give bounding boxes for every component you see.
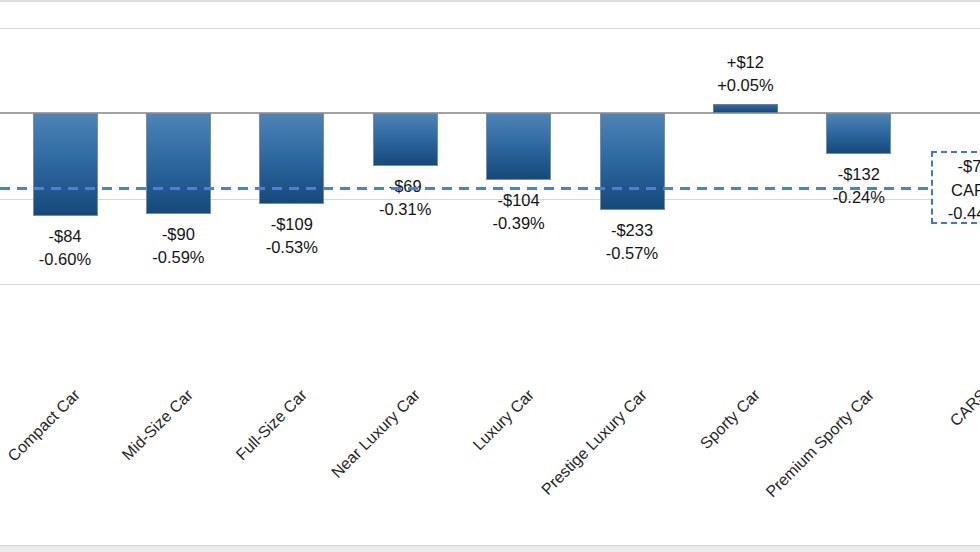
gridline--1pct [0, 284, 980, 285]
value-label: -$109-0.53% [227, 213, 357, 259]
dollar-change-label: -$84 [0, 225, 130, 248]
dollar-change-label: -$109 [227, 213, 357, 236]
category-label: CARS [947, 386, 980, 430]
percent-change-label: -0.39% [454, 212, 584, 235]
percent-change-label: +0.05% [680, 74, 810, 97]
percent-change-label: -0.60% [0, 248, 130, 271]
cars-name-label: CARS [933, 179, 980, 203]
category-label: Mid-Size Car [119, 386, 197, 464]
category-label: Luxury Car [469, 386, 537, 454]
cars-average-annotation-box: -$78 CARS -0.44% [931, 151, 980, 224]
category-label: Sporty Car [697, 386, 764, 453]
cars-percent-label: -0.44% [933, 202, 980, 226]
dollar-change-label: -$90 [113, 223, 243, 246]
dollar-change-label: -$132 [794, 163, 924, 186]
bar-sporty-car [713, 104, 778, 113]
percent-change-label: -0.31% [340, 198, 470, 221]
category-label: Premium Sporty Car [762, 386, 877, 501]
bar-prestige-luxury-car [600, 113, 665, 210]
price-change-bar-chart: Compact Car-$84-0.60%Mid-Size Car-$90-0.… [0, 0, 980, 552]
category-label: Near Luxury Car [328, 386, 424, 482]
percent-change-label: -0.53% [227, 236, 357, 259]
bar-full-size-car [259, 113, 324, 204]
bar-near-luxury-car [373, 113, 438, 166]
category-label: Prestige Luxury Car [538, 386, 651, 499]
value-label: +$12+0.05% [680, 51, 810, 97]
dollar-change-label: +$12 [680, 51, 810, 74]
category-label: Compact Car [4, 386, 83, 465]
value-label: -$84-0.60% [0, 225, 130, 271]
cars-dollar-label: -$78 [933, 155, 980, 179]
bar-premium-sporty-car [826, 113, 891, 154]
bar-compact-car [33, 113, 98, 216]
bar-mid-size-car [146, 113, 211, 214]
value-label: -$90-0.59% [113, 223, 243, 269]
value-label: -$104-0.39% [454, 189, 584, 235]
dollar-change-label: -$233 [567, 219, 697, 242]
dollar-change-label: -$104 [454, 189, 584, 212]
cars-average-dashed-line [0, 187, 932, 190]
value-label: -$233-0.57% [567, 219, 697, 265]
top-border-line [0, 0, 980, 2]
gridline-0.5pct [0, 28, 980, 29]
percent-change-label: -0.59% [113, 246, 243, 269]
category-label: Full-Size Car [232, 386, 310, 464]
bar-luxury-car [486, 113, 551, 180]
percent-change-label: -0.57% [567, 242, 697, 265]
value-label: -$69-0.31% [340, 175, 470, 221]
window-bottom-edge [0, 545, 980, 552]
